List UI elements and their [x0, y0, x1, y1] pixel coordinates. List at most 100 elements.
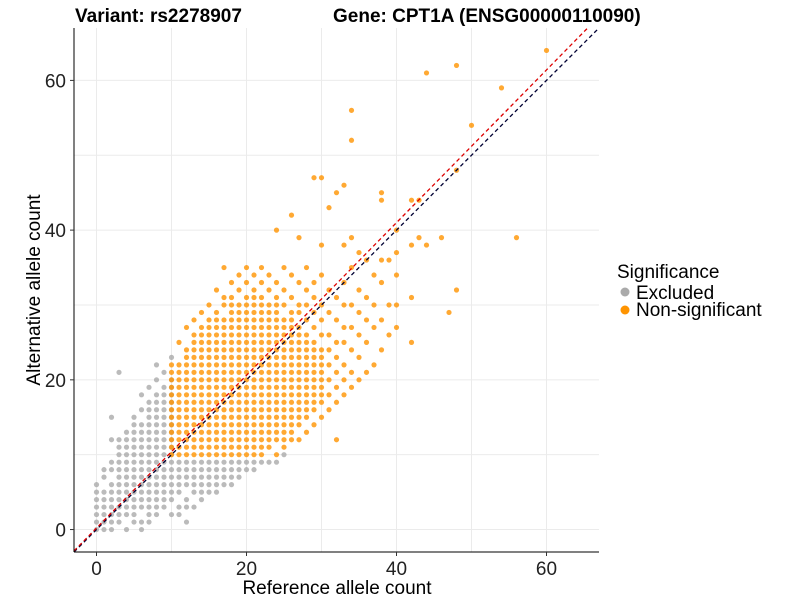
point-non-significant	[333, 190, 340, 196]
point-non-significant	[251, 339, 257, 345]
point-excluded	[101, 489, 107, 495]
point-excluded	[236, 474, 242, 480]
point-non-significant	[236, 369, 242, 375]
point-excluded	[176, 474, 182, 480]
point-non-significant	[303, 287, 310, 293]
point-non-significant	[326, 362, 332, 368]
point-non-significant	[423, 242, 430, 248]
point-non-significant	[273, 377, 280, 383]
point-non-significant	[228, 422, 235, 428]
point-non-significant	[281, 429, 287, 435]
point-non-significant	[543, 47, 550, 54]
point-non-significant	[258, 309, 265, 316]
point-non-significant	[318, 354, 325, 360]
point-excluded	[198, 482, 205, 488]
point-non-significant	[168, 422, 175, 428]
point-excluded	[183, 467, 190, 473]
point-non-significant	[498, 85, 505, 91]
point-excluded	[206, 459, 212, 465]
point-excluded	[146, 452, 152, 458]
point-non-significant	[236, 437, 242, 443]
point-non-significant	[236, 452, 242, 458]
point-non-significant	[183, 407, 190, 413]
point-excluded	[131, 467, 137, 473]
point-excluded	[191, 474, 197, 480]
point-non-significant	[303, 377, 310, 383]
point-non-significant	[206, 354, 212, 360]
point-non-significant	[273, 369, 280, 375]
point-non-significant	[221, 429, 227, 435]
point-non-significant	[213, 422, 220, 428]
point-non-significant	[258, 369, 265, 375]
point-non-significant	[281, 317, 287, 323]
point-non-significant	[273, 392, 280, 398]
point-non-significant	[251, 354, 257, 360]
point-non-significant	[296, 362, 302, 368]
point-non-significant	[168, 437, 175, 443]
point-excluded	[161, 422, 167, 428]
point-non-significant	[258, 452, 265, 458]
point-non-significant	[198, 309, 205, 316]
point-non-significant	[273, 324, 280, 331]
point-excluded	[191, 489, 197, 495]
point-non-significant	[221, 354, 227, 360]
point-excluded	[101, 474, 107, 480]
point-non-significant	[288, 369, 295, 375]
point-non-significant	[221, 444, 227, 450]
point-non-significant	[281, 324, 287, 331]
point-non-significant	[183, 377, 190, 383]
point-non-significant	[296, 235, 302, 241]
point-non-significant	[228, 399, 235, 405]
point-non-significant	[236, 407, 242, 413]
point-non-significant	[348, 302, 355, 308]
point-non-significant	[281, 384, 287, 390]
point-non-significant	[363, 369, 370, 375]
point-non-significant	[311, 294, 317, 301]
point-non-significant	[266, 287, 272, 293]
point-excluded	[93, 489, 100, 495]
point-excluded	[146, 489, 152, 495]
point-non-significant	[228, 347, 235, 353]
point-non-significant	[311, 362, 317, 368]
point-excluded	[146, 467, 152, 473]
point-non-significant	[371, 362, 377, 368]
point-excluded	[108, 504, 115, 510]
point-non-significant	[258, 392, 265, 398]
point-non-significant	[206, 332, 212, 338]
point-excluded	[93, 504, 100, 510]
point-non-significant	[221, 422, 227, 428]
point-non-significant	[296, 384, 302, 390]
point-non-significant	[393, 302, 400, 308]
point-non-significant	[393, 324, 400, 331]
point-non-significant	[251, 377, 257, 383]
point-non-significant	[266, 399, 272, 405]
point-non-significant	[311, 175, 317, 181]
point-non-significant	[333, 384, 340, 390]
point-excluded	[183, 504, 190, 510]
point-non-significant	[251, 362, 257, 368]
point-non-significant	[243, 347, 250, 353]
point-excluded	[228, 467, 235, 473]
point-excluded	[161, 482, 167, 488]
point-non-significant	[408, 197, 415, 203]
point-non-significant	[311, 384, 317, 390]
point-excluded	[153, 444, 160, 450]
point-excluded	[161, 392, 167, 398]
point-non-significant	[191, 422, 197, 428]
point-excluded	[123, 452, 130, 458]
point-non-significant	[191, 399, 197, 405]
point-non-significant	[266, 324, 272, 331]
point-excluded	[153, 482, 160, 488]
point-excluded	[101, 467, 107, 473]
point-non-significant	[326, 205, 332, 211]
point-excluded	[228, 459, 235, 465]
point-non-significant	[258, 339, 265, 345]
point-excluded	[183, 497, 190, 503]
point-excluded	[183, 482, 190, 488]
point-non-significant	[236, 377, 242, 383]
point-excluded	[108, 414, 115, 420]
point-non-significant	[251, 399, 257, 405]
point-non-significant	[273, 294, 280, 301]
point-excluded	[123, 504, 130, 510]
point-non-significant	[213, 392, 220, 398]
